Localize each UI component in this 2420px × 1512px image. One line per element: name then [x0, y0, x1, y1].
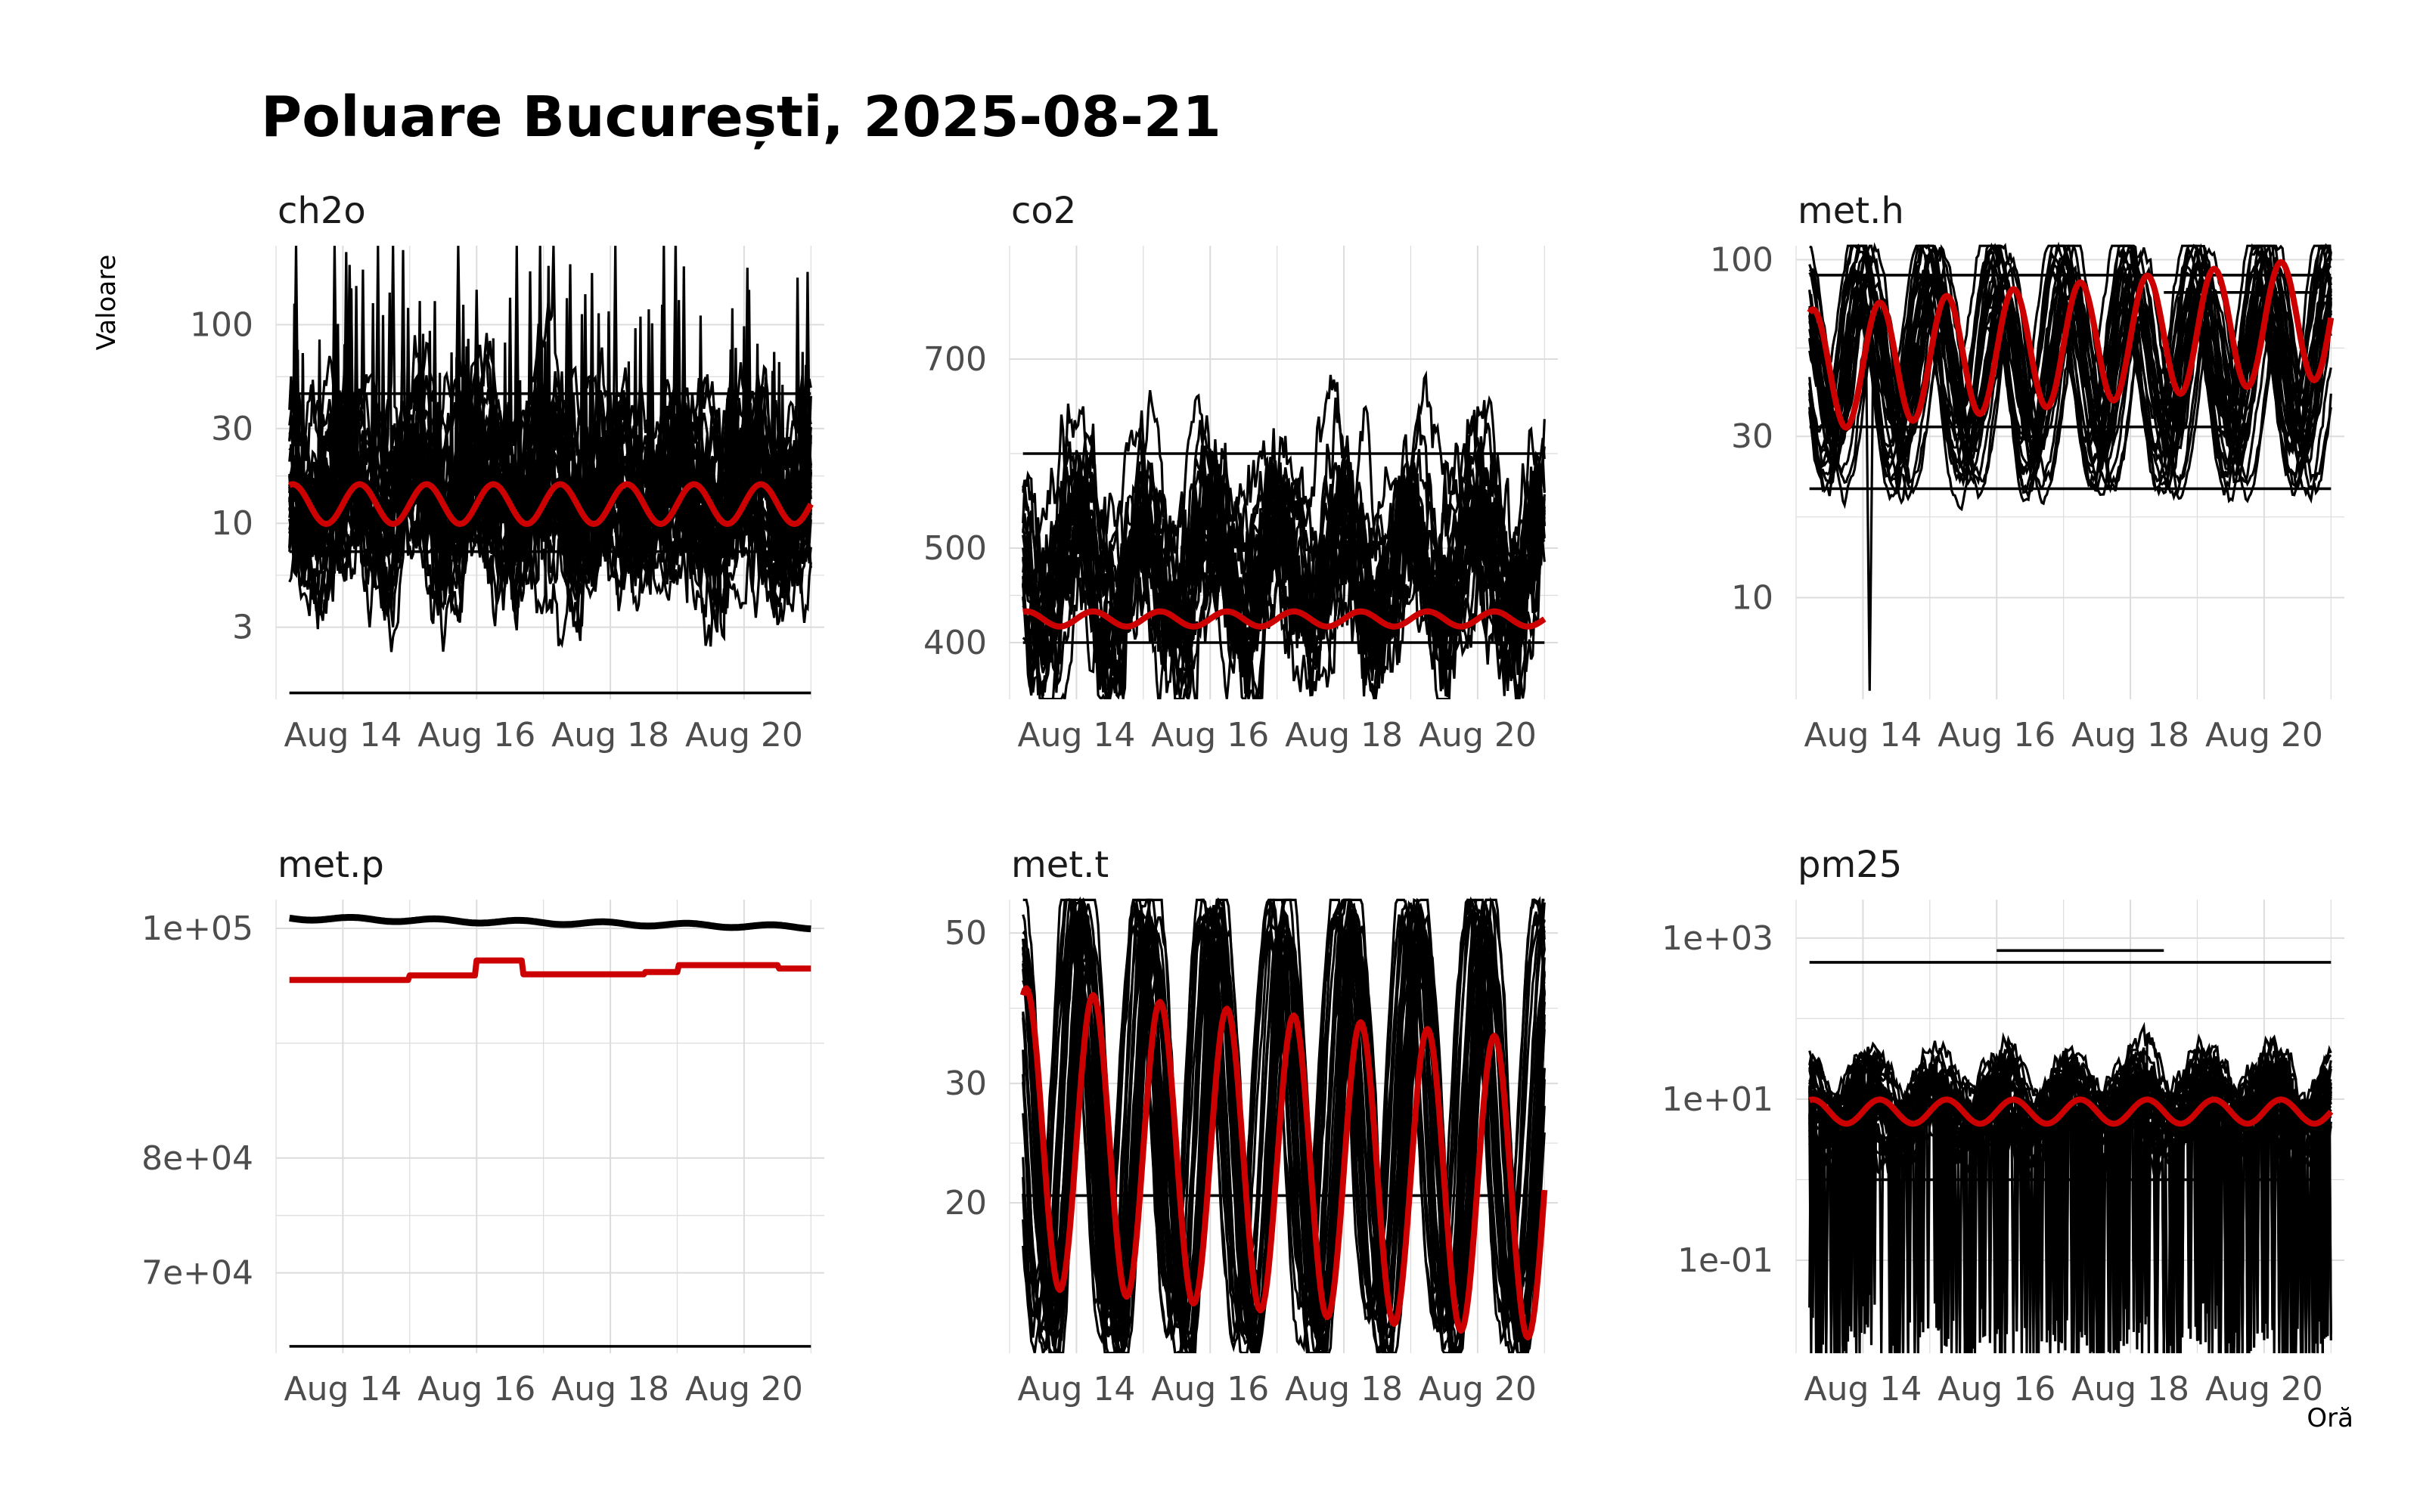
y-tick-label: 10	[211, 504, 253, 543]
x-tick-label: Aug 14	[1017, 1370, 1135, 1408]
sensor-line	[1808, 242, 2332, 417]
panel-met-p: met.p 7e+04 8e+04 1e+05 Aug 14 Aug 16 Aug 18 Au…	[141, 844, 824, 1408]
facet-label: ch2o	[278, 190, 366, 232]
x-tick-label: Aug 18	[551, 716, 669, 754]
y-tick-label: 30	[945, 1064, 987, 1103]
y-tick-label: 8e+04	[141, 1139, 253, 1178]
x-tick-label: Aug 14	[284, 1370, 402, 1408]
x-tick-label: Aug 20	[2205, 1370, 2323, 1408]
y-tick-label: 100	[1710, 241, 1773, 280]
x-tick-label: Aug 20	[685, 716, 803, 754]
y-tick-label: 30	[1731, 417, 1773, 456]
sensor-line	[1808, 244, 2332, 405]
sensor-line	[288, 314, 812, 627]
y-tick-label: 20	[945, 1184, 987, 1222]
series-lines	[287, 914, 813, 1348]
sensor-line	[289, 914, 811, 933]
sensor-line	[288, 341, 812, 618]
y-tick-label: 7e+04	[141, 1254, 253, 1293]
x-tick-label: Aug 20	[685, 1370, 803, 1408]
x-tick-label: Aug 20	[1419, 1370, 1537, 1408]
panel-ch2o: ch2o 3 10 30 100 Aug 14 Aug 16 Aug 18 Aug 20	[190, 190, 824, 754]
panel-co2: co2 400 500 700 Aug 14 Aug 16 Aug 18 Aug 20	[923, 190, 1558, 754]
y-tick-label: 1e+01	[1661, 1080, 1773, 1119]
facet-label: met.t	[1011, 844, 1109, 886]
x-tick-label: Aug 14	[284, 716, 402, 754]
x-tick-label: Aug 16	[1938, 716, 2055, 754]
series-lines	[1021, 370, 1547, 699]
x-tick-label: Aug 18	[1285, 1370, 1403, 1408]
y-tick-label: 400	[923, 624, 987, 662]
sensor-line	[1808, 1048, 2332, 1353]
x-axis-label: Oră	[2307, 1403, 2353, 1433]
x-tick-label: Aug 18	[2071, 1370, 2189, 1408]
mean-line	[1021, 608, 1547, 630]
mean-line	[1807, 259, 2335, 431]
series-lines	[1807, 241, 2335, 691]
series-lines	[1019, 896, 1548, 1353]
y-tick-label: 3	[232, 609, 253, 647]
x-tick-label: Aug 16	[417, 716, 535, 754]
y-tick-label: 100	[190, 306, 253, 345]
spike-line	[1865, 370, 1875, 691]
y-tick-label: 1e+03	[1661, 919, 1773, 958]
mean-line	[1807, 1096, 2334, 1127]
panel-met-h: met.h 10 30 100 Aug 14 Aug 16 Aug 18 Aug 20	[1710, 190, 2344, 754]
mean-line	[287, 957, 813, 984]
mean-line	[287, 481, 814, 527]
sensor-line	[1022, 429, 1546, 680]
sensor-line	[1022, 403, 1546, 699]
series-lines	[287, 246, 814, 695]
y-tick-label: 500	[923, 529, 987, 568]
x-tick-label: Aug 16	[1151, 716, 1269, 754]
sensor-line	[288, 290, 812, 627]
y-tick-label: 10	[1731, 578, 1773, 617]
x-tick-label: Aug 20	[1419, 716, 1537, 754]
y-tick-label: 700	[923, 340, 987, 379]
sensor-line	[288, 246, 812, 541]
panel-pm25: pm25 1e-01 1e+01 1e+03 Aug 14 Aug 16 Aug 18 Aug…	[1661, 844, 2344, 1408]
facet-panels: ch2o 3 10 30 100 Aug 14 Aug 16 Aug 18 Aug 20 co2 4…	[141, 190, 2344, 1408]
y-tick-label: 30	[211, 410, 253, 448]
x-tick-label: Aug 14	[1017, 716, 1135, 754]
facet-label: pm25	[1798, 844, 1902, 886]
series-lines	[1807, 949, 2334, 1353]
spike-line	[345, 265, 355, 501]
spike-line	[472, 290, 482, 501]
x-tick-label: Aug 20	[2205, 716, 2323, 754]
spike-line	[398, 302, 408, 501]
facet-label: met.h	[1798, 190, 1904, 232]
x-tick-label: Aug 16	[1151, 1370, 1269, 1408]
y-axis-label: Valoare	[92, 255, 122, 351]
x-tick-label: Aug 14	[1804, 1370, 1922, 1408]
mean-line	[1019, 985, 1548, 1341]
x-tick-label: Aug 18	[2071, 716, 2189, 754]
x-tick-label: Aug 16	[1938, 1370, 2055, 1408]
sensor-line	[1022, 897, 1546, 1353]
x-tick-label: Aug 18	[551, 1370, 669, 1408]
sensor-line	[1022, 445, 1546, 696]
y-tick-label: 1e+05	[141, 909, 253, 948]
x-tick-label: Aug 18	[1285, 716, 1403, 754]
x-tick-label: Aug 14	[1804, 716, 1922, 754]
y-tick-label: 1e-01	[1677, 1241, 1773, 1280]
chart-title: Poluare București, 2025-08-21	[261, 85, 1221, 150]
y-tick-label: 50	[945, 914, 987, 953]
panel-met-t: met.t 20 30 50 Aug 14 Aug 16 Aug 18 Aug 20	[945, 844, 1558, 1408]
x-tick-label: Aug 16	[417, 1370, 535, 1408]
facet-label: co2	[1011, 190, 1076, 232]
facet-label: met.p	[278, 844, 384, 886]
